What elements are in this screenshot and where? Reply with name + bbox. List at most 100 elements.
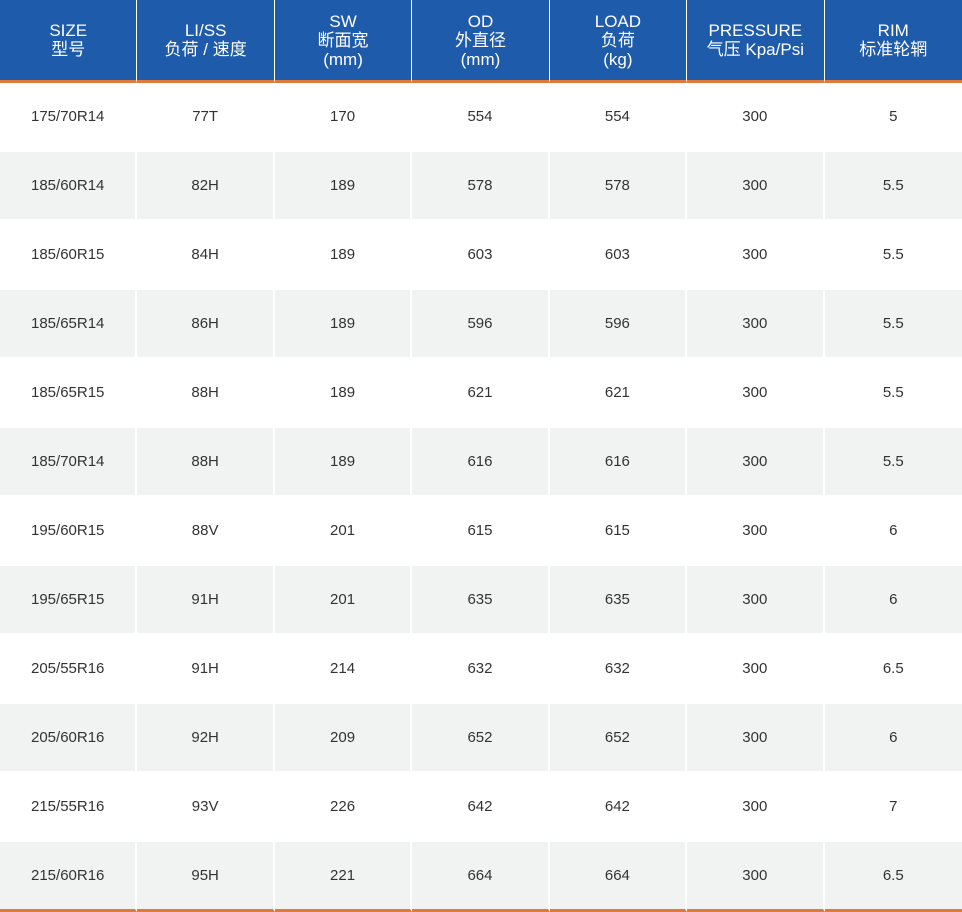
table-row: 175/70R14 77T 170 554 554 300 5 bbox=[0, 83, 962, 152]
cell-pressure: 300 bbox=[687, 428, 825, 497]
cell-od: 616 bbox=[412, 428, 550, 497]
cell-sw: 189 bbox=[274, 428, 413, 497]
header-od: OD 外直径 (mm) bbox=[412, 0, 550, 83]
table-row: 185/65R15 88H 189 621 621 300 5.5 bbox=[0, 359, 962, 428]
header-line: SIZE bbox=[49, 21, 88, 40]
cell-pressure: 300 bbox=[687, 290, 825, 359]
cell-od: 615 bbox=[412, 497, 550, 566]
header-pressure: PRESSURE 气压 Kpa/Psi bbox=[687, 0, 825, 83]
cell-li-ss: 92H bbox=[137, 704, 275, 773]
header-row: SIZE 型号 LI/SS 负荷 / 速度 SW 断面宽 (mm) OD 外直径… bbox=[0, 0, 962, 83]
header-line: LI/SS bbox=[184, 21, 227, 40]
table-row: 195/60R15 88V 201 615 615 300 6 bbox=[0, 497, 962, 566]
cell-rim: 5.5 bbox=[824, 152, 962, 221]
header-line: (mm) bbox=[460, 49, 501, 69]
cell-sw: 189 bbox=[274, 221, 413, 290]
header-line: (kg) bbox=[603, 49, 633, 69]
table-row: 215/55R16 93V 226 642 642 300 7 bbox=[0, 773, 962, 842]
header-line: 型号 bbox=[51, 40, 86, 59]
cell-load: 632 bbox=[549, 635, 688, 704]
cell-od: 632 bbox=[412, 635, 550, 704]
cell-od: 621 bbox=[412, 359, 550, 428]
cell-size: 195/65R15 bbox=[0, 566, 138, 635]
cell-pressure: 300 bbox=[687, 152, 825, 221]
cell-pressure: 300 bbox=[687, 773, 825, 842]
cell-od: 642 bbox=[412, 773, 550, 842]
cell-od: 635 bbox=[412, 566, 550, 635]
cell-sw: 226 bbox=[274, 773, 413, 842]
cell-sw: 209 bbox=[274, 704, 413, 773]
cell-rim: 6 bbox=[824, 566, 962, 635]
cell-pressure: 300 bbox=[687, 566, 825, 635]
header-sw: SW 断面宽 (mm) bbox=[274, 0, 413, 83]
cell-pressure: 300 bbox=[687, 842, 825, 912]
table-row: 185/65R14 86H 189 596 596 300 5.5 bbox=[0, 290, 962, 359]
cell-load: 616 bbox=[549, 428, 688, 497]
cell-sw: 189 bbox=[274, 290, 413, 359]
cell-size: 215/60R16 bbox=[0, 842, 138, 912]
header-line: 外直径 bbox=[454, 30, 506, 50]
cell-rim: 6 bbox=[824, 704, 962, 773]
cell-li-ss: 82H bbox=[137, 152, 275, 221]
cell-sw: 189 bbox=[274, 152, 413, 221]
header-line: PRESSURE bbox=[708, 21, 803, 40]
header-line: 气压 Kpa/Psi bbox=[706, 40, 804, 59]
cell-li-ss: 95H bbox=[137, 842, 275, 912]
cell-size: 205/60R16 bbox=[0, 704, 138, 773]
cell-size: 185/60R15 bbox=[0, 221, 138, 290]
cell-pressure: 300 bbox=[687, 635, 825, 704]
cell-rim: 5.5 bbox=[824, 290, 962, 359]
header-size: SIZE 型号 bbox=[0, 0, 138, 83]
cell-size: 185/60R14 bbox=[0, 152, 138, 221]
cell-sw: 201 bbox=[274, 566, 413, 635]
cell-li-ss: 91H bbox=[137, 635, 275, 704]
header-line: SW bbox=[329, 11, 357, 31]
cell-pressure: 300 bbox=[687, 221, 825, 290]
table-row: 185/60R15 84H 189 603 603 300 5.5 bbox=[0, 221, 962, 290]
header-rim: RIM 标准轮辋 bbox=[824, 0, 962, 83]
cell-li-ss: 88H bbox=[137, 428, 275, 497]
cell-load: 652 bbox=[549, 704, 688, 773]
cell-li-ss: 88H bbox=[137, 359, 275, 428]
table-row: 215/60R16 95H 221 664 664 300 6.5 bbox=[0, 842, 962, 912]
cell-size: 185/65R14 bbox=[0, 290, 138, 359]
cell-rim: 5.5 bbox=[824, 428, 962, 497]
header-line: RIM bbox=[877, 21, 909, 40]
cell-li-ss: 88V bbox=[137, 497, 275, 566]
cell-li-ss: 77T bbox=[137, 83, 275, 152]
cell-load: 578 bbox=[549, 152, 688, 221]
header-load: LOAD 负荷 (kg) bbox=[549, 0, 688, 83]
cell-rim: 6.5 bbox=[824, 635, 962, 704]
table-row: 185/60R14 82H 189 578 578 300 5.5 bbox=[0, 152, 962, 221]
table-row: 205/55R16 91H 214 632 632 300 6.5 bbox=[0, 635, 962, 704]
header-li-ss: LI/SS 负荷 / 速度 bbox=[137, 0, 275, 83]
cell-rim: 6 bbox=[824, 497, 962, 566]
cell-od: 596 bbox=[412, 290, 550, 359]
cell-sw: 201 bbox=[274, 497, 413, 566]
header-line: 负荷 / 速度 bbox=[164, 40, 247, 59]
header-line: LOAD bbox=[594, 11, 642, 31]
cell-load: 554 bbox=[549, 83, 688, 152]
cell-load: 621 bbox=[549, 359, 688, 428]
cell-size: 185/70R14 bbox=[0, 428, 138, 497]
cell-size: 195/60R15 bbox=[0, 497, 138, 566]
cell-od: 578 bbox=[412, 152, 550, 221]
cell-rim: 7 bbox=[824, 773, 962, 842]
cell-li-ss: 86H bbox=[137, 290, 275, 359]
cell-od: 603 bbox=[412, 221, 550, 290]
header-line: 负荷 bbox=[600, 30, 635, 50]
cell-load: 635 bbox=[549, 566, 688, 635]
cell-size: 215/55R16 bbox=[0, 773, 138, 842]
header-line: 标准轮辋 bbox=[859, 40, 928, 59]
cell-size: 205/55R16 bbox=[0, 635, 138, 704]
cell-sw: 221 bbox=[274, 842, 413, 912]
cell-rim: 5.5 bbox=[824, 221, 962, 290]
cell-pressure: 300 bbox=[687, 704, 825, 773]
header-line: 断面宽 bbox=[317, 30, 369, 50]
header-line: (mm) bbox=[323, 49, 363, 69]
cell-size: 175/70R14 bbox=[0, 83, 138, 152]
cell-rim: 5.5 bbox=[824, 359, 962, 428]
cell-od: 554 bbox=[412, 83, 550, 152]
header-line: OD bbox=[467, 11, 494, 31]
cell-load: 603 bbox=[549, 221, 688, 290]
